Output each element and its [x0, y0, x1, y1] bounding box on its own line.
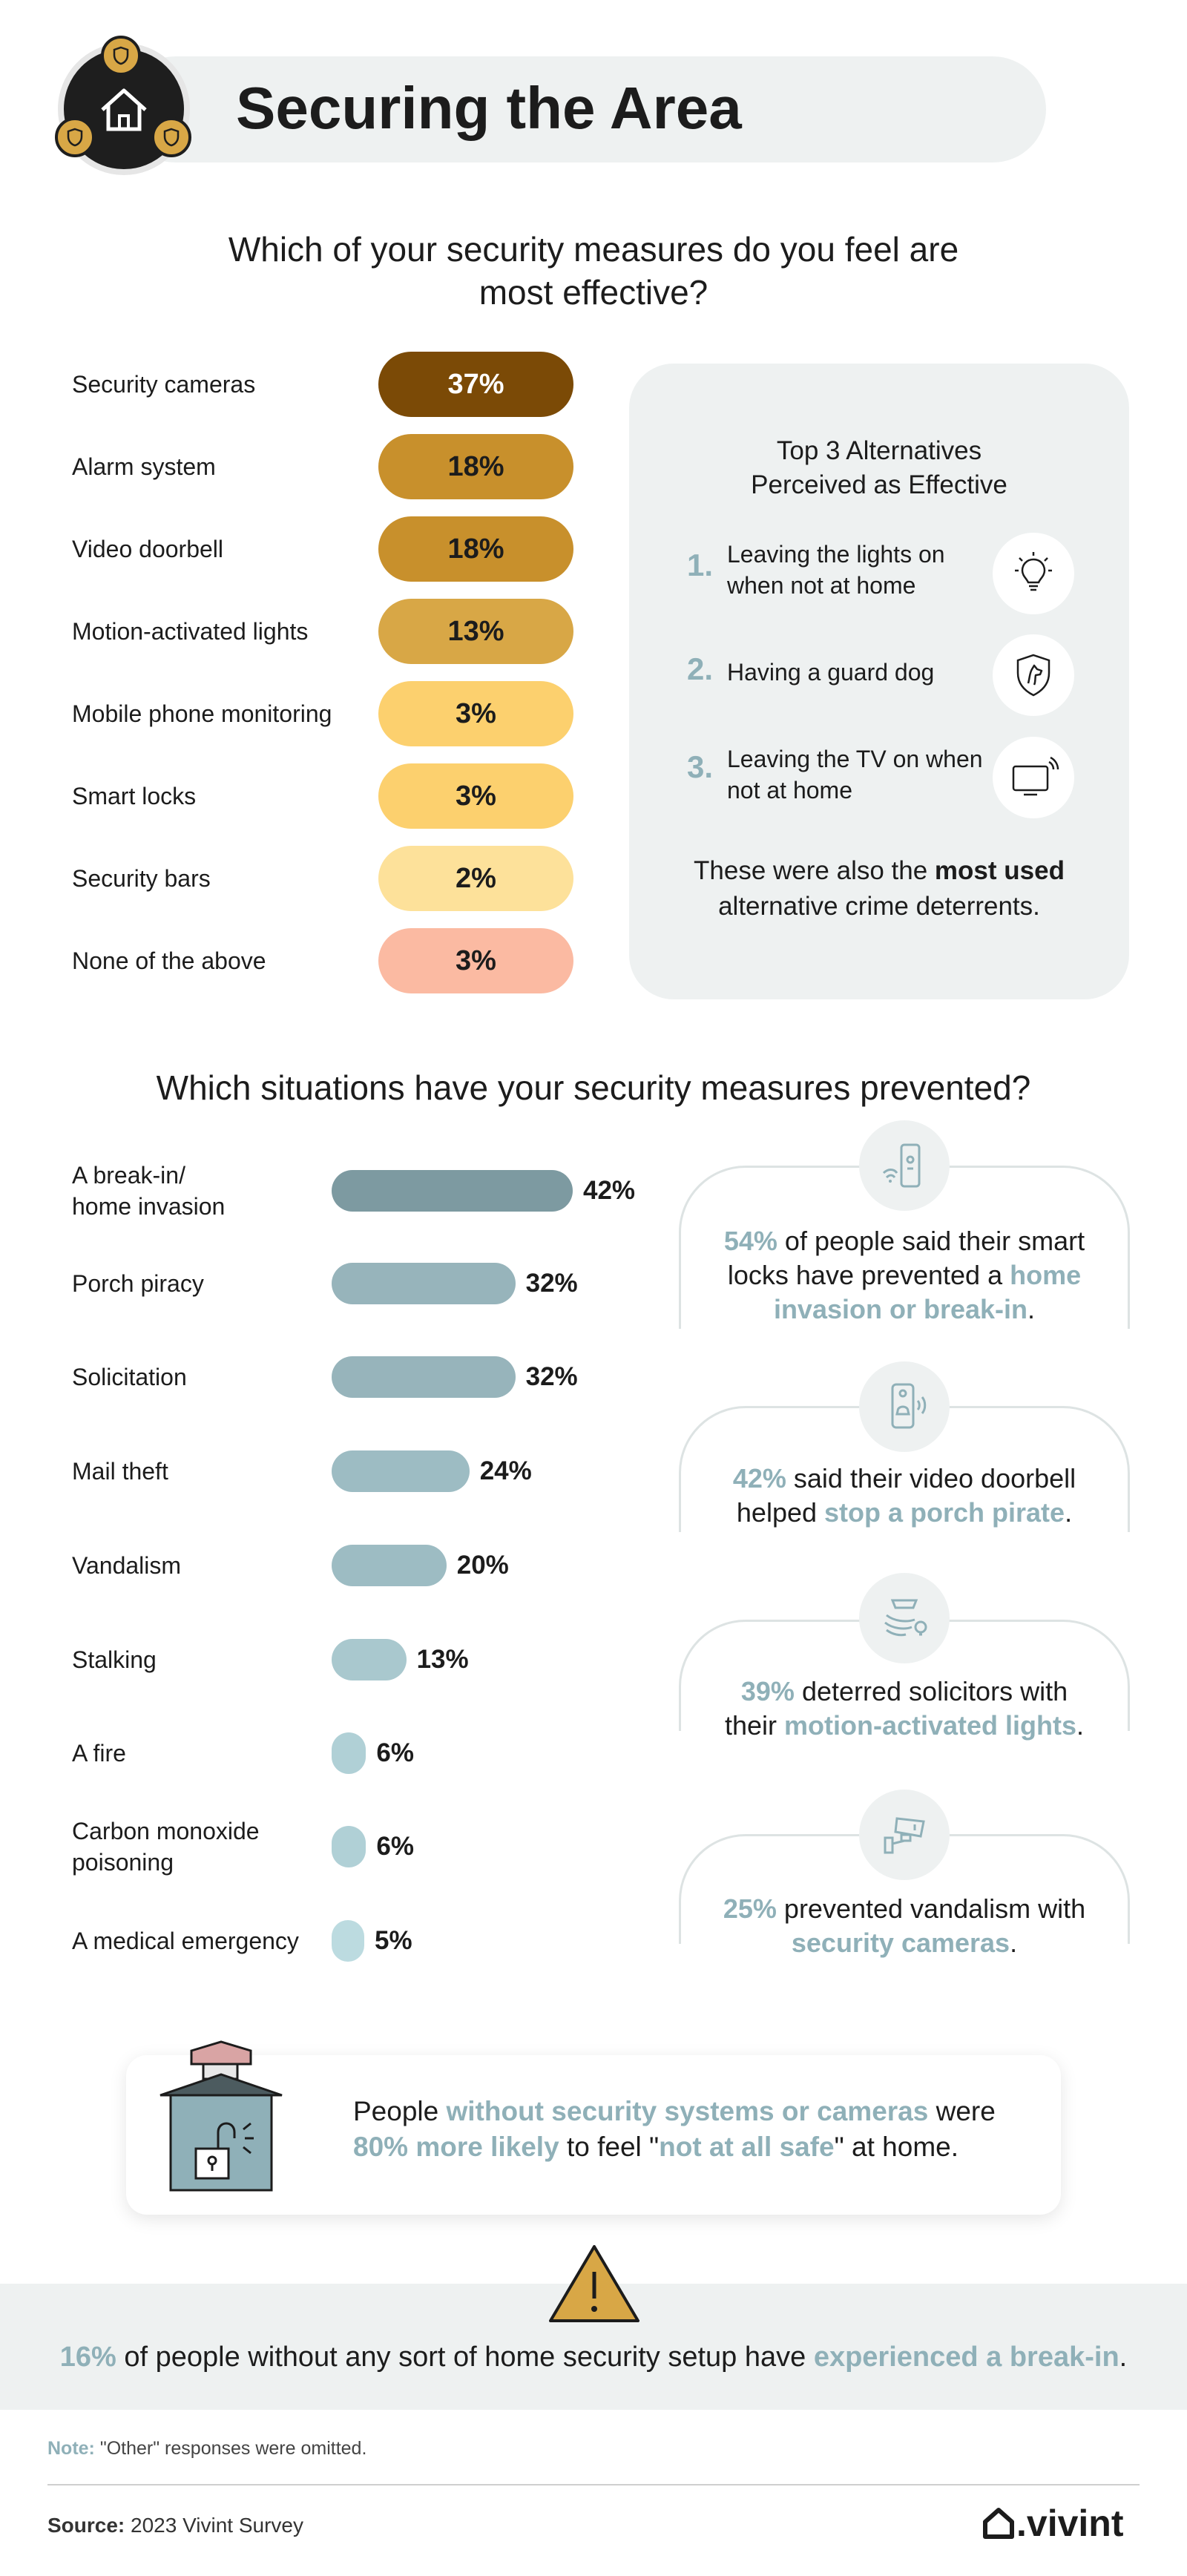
footnote: Note: "Other" responses were omitted. [47, 2438, 367, 2459]
bar: 13% [378, 599, 573, 664]
callout-card [126, 2055, 1061, 2215]
section1-question: Which of your security measures do you f… [228, 230, 959, 312]
home-logo-icon [983, 2508, 1014, 2539]
data-label: 5% [375, 1926, 412, 1955]
title-banner [122, 56, 1046, 162]
bar [332, 1263, 516, 1304]
alt-text: Leaving the lights on when not at home [727, 541, 945, 599]
bar [332, 1450, 470, 1492]
bar-label: A fire [72, 1740, 126, 1767]
bar-label: Security bars [72, 865, 211, 892]
alternatives-panel: Top 3 Alternatives Perceived as Effectiv… [629, 364, 1129, 999]
motion-light-icon [859, 1573, 950, 1663]
tv-icon [993, 737, 1074, 818]
bar-label: Mobile phone monitoring [72, 700, 332, 727]
bar-label: Carbon monoxide poisoning [72, 1818, 260, 1876]
bar: 3% [378, 928, 573, 993]
section2-question: Which situations have your security meas… [156, 1068, 1031, 1107]
data-label: 6% [376, 1832, 415, 1861]
shield-icon [151, 117, 191, 157]
house-icon [101, 88, 147, 131]
data-label: 24% [479, 1456, 532, 1485]
warning-icon [546, 2242, 642, 2329]
band-text: 16% of people without any sort of home s… [59, 2342, 1128, 2373]
bar-label: A break-in/home invasion [72, 1162, 226, 1220]
bar-label: Stalking [72, 1646, 157, 1673]
smart-lock-icon [859, 1120, 950, 1211]
bar [332, 1545, 447, 1586]
bar [332, 1639, 407, 1680]
bar-label: None of the above [72, 947, 266, 974]
bar-label: Motion-activated lights [72, 618, 309, 645]
bar-label: Alarm system [72, 453, 216, 480]
lightbulb-icon [993, 533, 1074, 614]
bar-label: Vandalism [72, 1552, 182, 1579]
alt-number: 2. [687, 651, 714, 686]
bar: 3% [378, 681, 573, 746]
data-label: 20% [456, 1551, 509, 1580]
video-doorbell-icon [859, 1361, 950, 1452]
alt-number: 3. [687, 749, 714, 784]
bar [332, 1170, 573, 1212]
stat-card-text: 42% said their video doorbell helped sto… [732, 1463, 1076, 1528]
bar [332, 1356, 516, 1398]
bar-label: Mail theft [72, 1458, 168, 1485]
security-camera-icon [859, 1790, 950, 1880]
bar [332, 1826, 366, 1867]
bar: 2% [378, 846, 573, 911]
bar: 37% [378, 352, 573, 417]
footer-divider [47, 2484, 1140, 2485]
source-text: Source: 2023 Vivint Survey [47, 2514, 303, 2537]
callout-text: People without security systems or camer… [353, 2096, 996, 2162]
data-label: 13% [416, 1645, 469, 1674]
shield-icon [101, 36, 141, 76]
house-lock-icon [154, 2037, 325, 2197]
shield-icon [55, 117, 95, 157]
alternatives-footer: These were also the most used alternativ… [694, 856, 1065, 921]
data-label: 6% [376, 1738, 415, 1767]
bar: 18% [378, 434, 573, 499]
dog-shield-icon [993, 634, 1074, 716]
bar-label: Porch piracy [72, 1270, 204, 1297]
bar: 18% [378, 516, 573, 582]
stat-card-text: 54% of people said their smart locks hav… [723, 1226, 1085, 1324]
bar-label: Smart locks [72, 783, 197, 809]
alt-number: 1. [687, 548, 714, 582]
bar [332, 1920, 364, 1962]
stat-card-text: 39% deterred solicitors with their motio… [724, 1676, 1085, 1741]
bar-label: Video doorbell [72, 536, 224, 562]
bar [332, 1732, 366, 1774]
vivint-logo: .vivint [981, 2502, 1123, 2545]
alt-text: Having a guard dog [727, 659, 935, 686]
alt-text: Leaving the TV on when not at home [727, 746, 983, 804]
data-label: 32% [525, 1269, 578, 1298]
bar-label: Solicitation [72, 1364, 187, 1390]
page-title: Securing the Area [236, 75, 742, 141]
stat-card-text: 25% prevented vandalism with security ca… [723, 1893, 1086, 1958]
data-label: 42% [583, 1176, 636, 1205]
alternatives-title: Top 3 Alternatives Perceived as Effectiv… [751, 436, 1007, 499]
data-label: 32% [525, 1362, 578, 1391]
bar: 3% [378, 763, 573, 829]
bar-label: A medical emergency [72, 1928, 299, 1954]
bar-label: Security cameras [72, 371, 256, 398]
